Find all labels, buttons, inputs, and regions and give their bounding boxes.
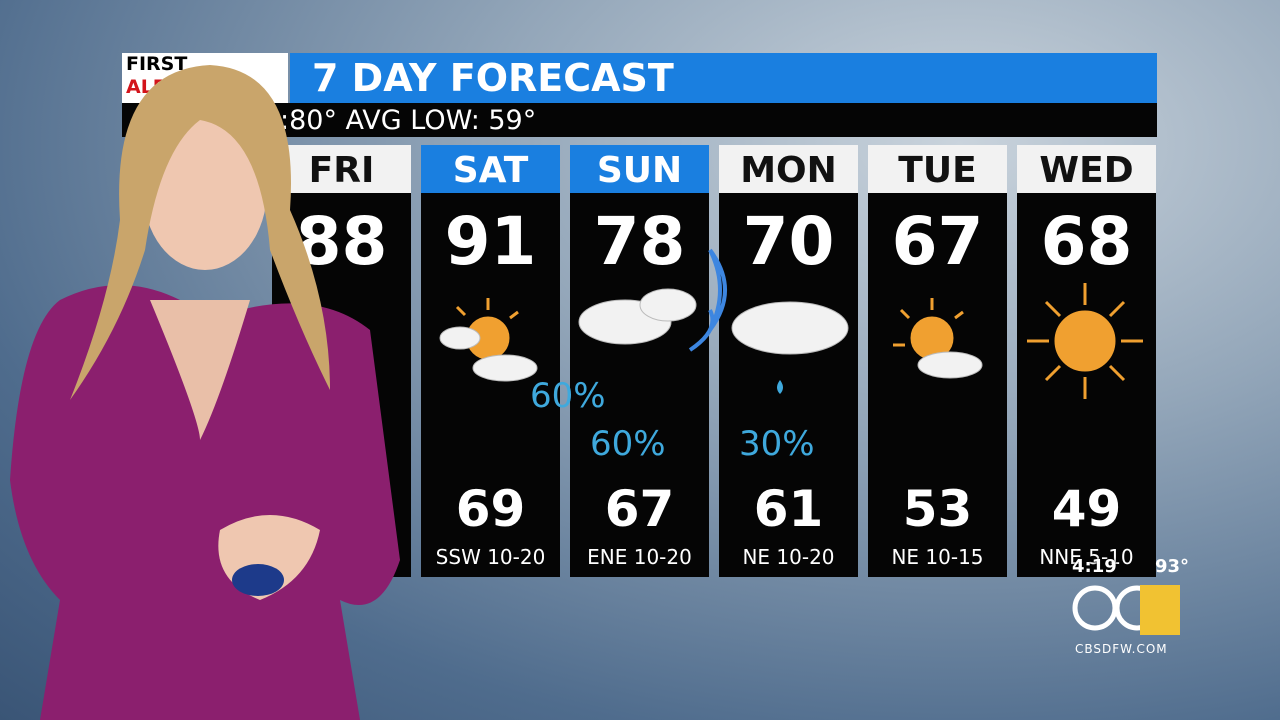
high-temp: 67 (891, 203, 984, 280)
station-time: 4:19 (1072, 556, 1117, 577)
day-name: MON (719, 145, 858, 193)
rain-drop (777, 380, 783, 394)
wind: SSW 10-20 (435, 545, 546, 569)
low-temp: 61 (753, 480, 824, 538)
station-logo (1072, 585, 1180, 635)
high-temp: 91 (444, 203, 537, 280)
day-name: SAT (421, 145, 560, 193)
wind: NNE 5-10 (1039, 545, 1134, 569)
low-temp: 53 (902, 480, 973, 538)
day-name: SUN (570, 145, 709, 193)
day-column: SAT 91 69 SSW 10-20 (421, 145, 560, 577)
low-temp: 49 (1051, 480, 1122, 538)
title: 7 DAY FORECAST (290, 53, 1157, 103)
low-temp: 67 (604, 480, 675, 538)
wind: NE 10-20 (742, 545, 835, 569)
precip-chance: 60% (530, 376, 606, 416)
day-column: MON 70 61 NE 10-20 (719, 145, 858, 577)
cloud-icons (439, 288, 983, 382)
precip-chance: 60% (590, 424, 666, 464)
wind: NE 10-15 (891, 545, 984, 569)
sun-icons (455, 283, 1143, 399)
station-site: CBSDFW.COM (1075, 642, 1168, 656)
moon-fragment (688, 248, 727, 352)
day-column: SUN 78 67 ENE 10-20 (570, 145, 709, 577)
wind: ENE 10-20 (587, 545, 692, 569)
presenter (10, 65, 400, 720)
high-temp: 68 (1040, 203, 1133, 280)
high-temp: 78 (593, 203, 686, 280)
day-name: TUE (868, 145, 1007, 193)
day-name: WED (1017, 145, 1156, 193)
precip-chance: 30% (739, 424, 815, 464)
station-temp: 93° (1155, 556, 1190, 577)
high-temp: 70 (742, 203, 835, 280)
day-name: FRI (272, 145, 411, 193)
low-temp: 69 (455, 480, 526, 538)
logo-line: FIRST (126, 53, 188, 75)
averages: :80° AVG LOW: 59° (122, 103, 1157, 137)
